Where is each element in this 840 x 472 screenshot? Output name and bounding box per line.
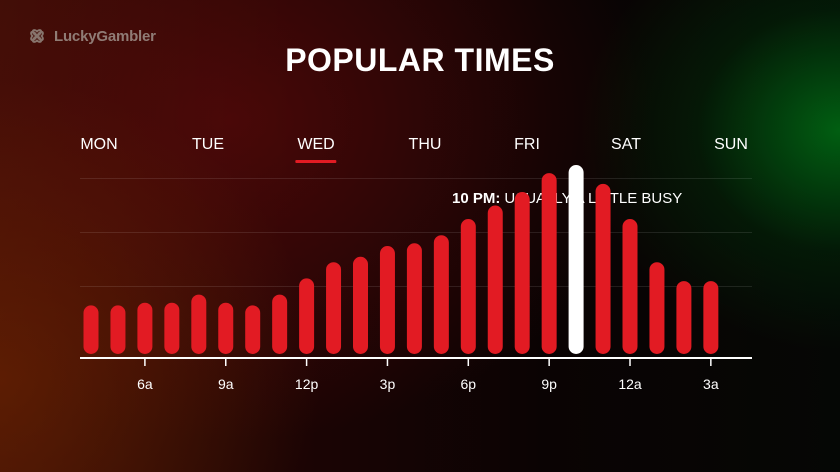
bar-3p — [379, 246, 395, 354]
tab-wed[interactable]: WED — [295, 136, 338, 163]
bar-11a — [272, 294, 288, 354]
bar-5p — [433, 235, 449, 354]
bar-3a — [703, 281, 719, 354]
tick-label-12a: 12a — [618, 376, 642, 392]
tick-label-9a: 9a — [218, 376, 234, 392]
tick-label-3a: 3a — [703, 376, 719, 392]
bar-4a — [83, 305, 99, 354]
bar-10p — [568, 165, 584, 354]
bar-7p — [487, 205, 503, 354]
tick-label-6p: 6p — [461, 376, 477, 392]
tab-thu[interactable]: THU — [408, 136, 442, 153]
bar-6p — [460, 219, 476, 354]
bar-2p — [353, 256, 368, 354]
bar-1a — [649, 262, 665, 354]
bar-9a — [218, 302, 234, 354]
tab-sat[interactable]: SAT — [611, 136, 641, 153]
bar-4p — [406, 243, 422, 354]
bar-12p — [299, 278, 315, 354]
bar-11p — [595, 183, 611, 354]
bar-10a — [245, 305, 261, 354]
bar-8p — [514, 192, 530, 354]
bar-5a — [110, 305, 126, 354]
brand-logo[interactable]: LuckyGambler — [26, 25, 156, 47]
bar-8a — [191, 294, 207, 354]
tab-sun[interactable]: SUN — [714, 136, 748, 153]
bar-7a — [164, 302, 180, 354]
bar-1p — [326, 262, 342, 354]
bar-2a — [676, 281, 692, 354]
tick-label-12p: 12p — [295, 376, 319, 392]
tab-fri[interactable]: FRI — [514, 136, 540, 153]
bar-9p — [541, 173, 557, 354]
brand-name: LuckyGambler — [54, 27, 156, 45]
page-title: POPULAR TIMES — [285, 42, 555, 78]
tab-tue[interactable]: TUE — [192, 136, 224, 153]
tick-label-9p: 9p — [541, 376, 557, 392]
tick-label-3p: 3p — [380, 376, 396, 392]
clover-icon — [30, 29, 44, 43]
tab-mon[interactable]: MON — [80, 136, 118, 153]
tick-label-6a: 6a — [137, 376, 153, 392]
tooltip-time: 10 PM: — [452, 190, 501, 207]
bar-6a — [137, 302, 153, 354]
bar-12a — [622, 219, 638, 354]
